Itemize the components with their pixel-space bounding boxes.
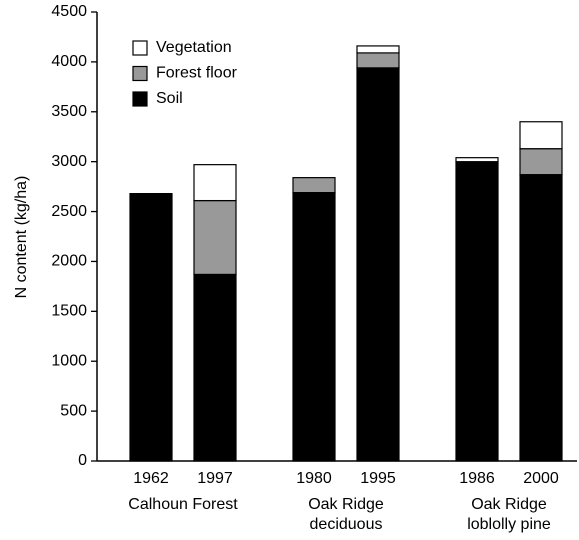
legend-swatch	[132, 91, 148, 107]
x-tick-label: 1986	[459, 470, 495, 487]
x-tick-label: 1980	[296, 470, 332, 487]
y-tick-label: 0	[78, 452, 87, 469]
bar-segment	[519, 174, 563, 462]
bar-segment	[519, 148, 563, 176]
x-tick-label: 1962	[133, 470, 169, 487]
group-label: deciduous	[310, 516, 383, 533]
y-tick-label: 3500	[51, 103, 87, 120]
bar-segment	[193, 164, 237, 202]
bar-segment	[193, 199, 237, 276]
bar-segment	[193, 273, 237, 462]
bar-segment	[356, 67, 400, 462]
group-label: Oak Ridge	[308, 496, 384, 513]
y-tick-label: 2000	[51, 253, 87, 270]
bar-segment	[292, 177, 336, 194]
y-tick-label: 500	[60, 402, 87, 419]
bar-segment	[455, 157, 499, 163]
bar-segment	[129, 192, 173, 462]
y-axis-label: N content (kg/ha)	[13, 176, 30, 299]
y-tick-label: 1000	[51, 352, 87, 369]
legend-label: Vegetation	[156, 39, 232, 56]
y-tick-label: 2500	[51, 203, 87, 220]
group-label: loblolly pine	[467, 516, 551, 533]
y-tick-label: 4000	[51, 53, 87, 70]
bar-segment	[455, 161, 499, 462]
x-tick-label: 2000	[523, 470, 559, 487]
group-label: Calhoun Forest	[128, 496, 238, 513]
bar-segment	[356, 52, 400, 69]
x-tick-label: 1995	[360, 470, 396, 487]
legend-label: Soil	[156, 90, 183, 107]
bar-segment	[356, 45, 400, 54]
legend-swatch	[132, 65, 148, 82]
legend-swatch	[132, 40, 148, 56]
x-tick-label: 1997	[197, 470, 233, 487]
y-tick-label: 4500	[51, 3, 87, 20]
y-tick-label: 3000	[51, 153, 87, 170]
bar-segment	[519, 121, 563, 150]
y-tick-label: 1500	[51, 303, 87, 320]
legend-label: Forest floor	[156, 65, 238, 82]
group-label: Oak Ridge	[471, 496, 547, 513]
bar-segment	[292, 191, 336, 462]
